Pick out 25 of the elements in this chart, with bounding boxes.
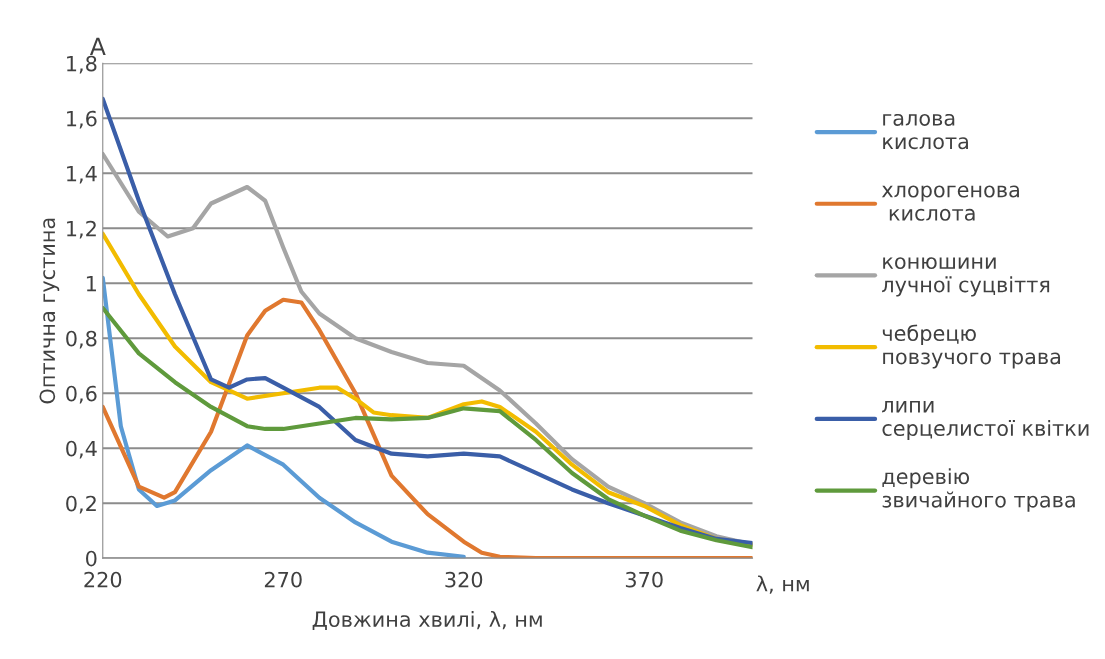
y-tick-label: 1,4 bbox=[67, 165, 97, 184]
legend-label: липи серцелистої квітки bbox=[882, 401, 1089, 441]
y-tick-label: 0,4 bbox=[66, 440, 97, 459]
x-tick-label: 320 bbox=[445, 571, 483, 588]
legend-label: галова кислота bbox=[883, 113, 968, 150]
y-tick-label: 0 bbox=[86, 550, 97, 567]
y-tick-label: 1,6 bbox=[67, 110, 97, 129]
y-tick-label: 0,8 bbox=[66, 330, 97, 349]
y-tick-label: 1,2 bbox=[67, 220, 96, 239]
legend-label: чебрецю повзучого трава bbox=[882, 324, 1061, 369]
x-tick-label: 220 bbox=[84, 571, 122, 588]
legend-label: деревію звичайного трава bbox=[882, 468, 1075, 512]
line-series bbox=[102, 275, 466, 559]
chart-title: A bbox=[89, 37, 106, 55]
y-tick-label: 0,6 bbox=[66, 385, 97, 404]
y-tick-label: 1,8 bbox=[67, 55, 97, 74]
y-tick-label: 0,2 bbox=[66, 495, 96, 514]
legend-label: конюшини лучної суцвіття bbox=[882, 257, 1050, 297]
y-tick-label: 1 bbox=[86, 275, 96, 292]
x-axis-title: Довжина хвилі, λ, нм bbox=[312, 610, 542, 631]
y-axis-title: Оптична густина bbox=[39, 218, 60, 404]
x-tick-label: 270 bbox=[264, 571, 302, 588]
x-tick-label: 370 bbox=[625, 571, 663, 588]
legend-label: хлорогенова кислота bbox=[881, 185, 1019, 221]
text: λ, нм bbox=[756, 575, 809, 594]
